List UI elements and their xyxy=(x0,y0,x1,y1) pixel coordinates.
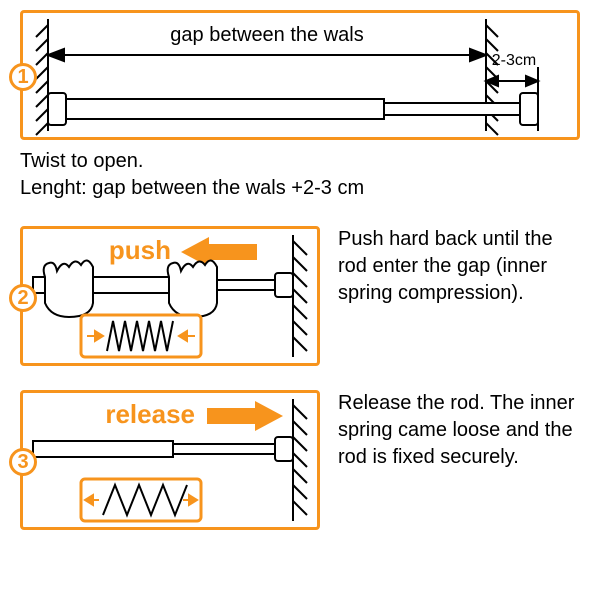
step3-panel: 3 release xyxy=(20,390,320,530)
release-arrow-icon xyxy=(207,401,283,431)
spring-loose-inset xyxy=(81,479,201,521)
gap-label: gap between the wals xyxy=(170,24,363,46)
release-label: release xyxy=(105,399,195,429)
step-2: 2 push xyxy=(20,226,580,366)
step1-number-badge: 1 xyxy=(9,63,37,91)
tension-rod xyxy=(48,93,538,125)
rod xyxy=(33,437,293,461)
step2-panel: 2 push xyxy=(20,226,320,366)
wall-hatch xyxy=(293,399,307,521)
step2-diagram: push xyxy=(23,229,317,363)
step1-panel: 1 gap bet xyxy=(20,10,580,140)
spring-compressed-inset xyxy=(81,315,201,357)
push-label: push xyxy=(109,235,171,265)
step1-diagram: gap between the wals 2-3cm xyxy=(23,13,577,137)
step-1: 1 gap bet xyxy=(20,10,580,202)
gap-dimension xyxy=(48,49,486,61)
step1-caption: Twist to open. Lenght: gap between the w… xyxy=(20,148,580,202)
step3-diagram: release xyxy=(23,393,317,527)
wall-hatch xyxy=(293,235,307,357)
step1-caption-line1: Twist to open. xyxy=(20,150,143,172)
step2-text: Push hard back until the rod enter the g… xyxy=(320,226,580,307)
step3-text: Release the rod. The inner spring came l… xyxy=(320,390,580,471)
left-wall-hatch xyxy=(36,19,48,135)
step3-number-badge: 3 xyxy=(9,448,37,476)
push-arrow-icon xyxy=(181,237,257,267)
step1-caption-line2: Lenght: gap between the wals +2-3 cm xyxy=(20,177,364,199)
step-3: 3 release xyxy=(20,390,580,530)
extension-label: 2-3cm xyxy=(492,52,536,69)
step2-number-badge: 2 xyxy=(9,284,37,312)
